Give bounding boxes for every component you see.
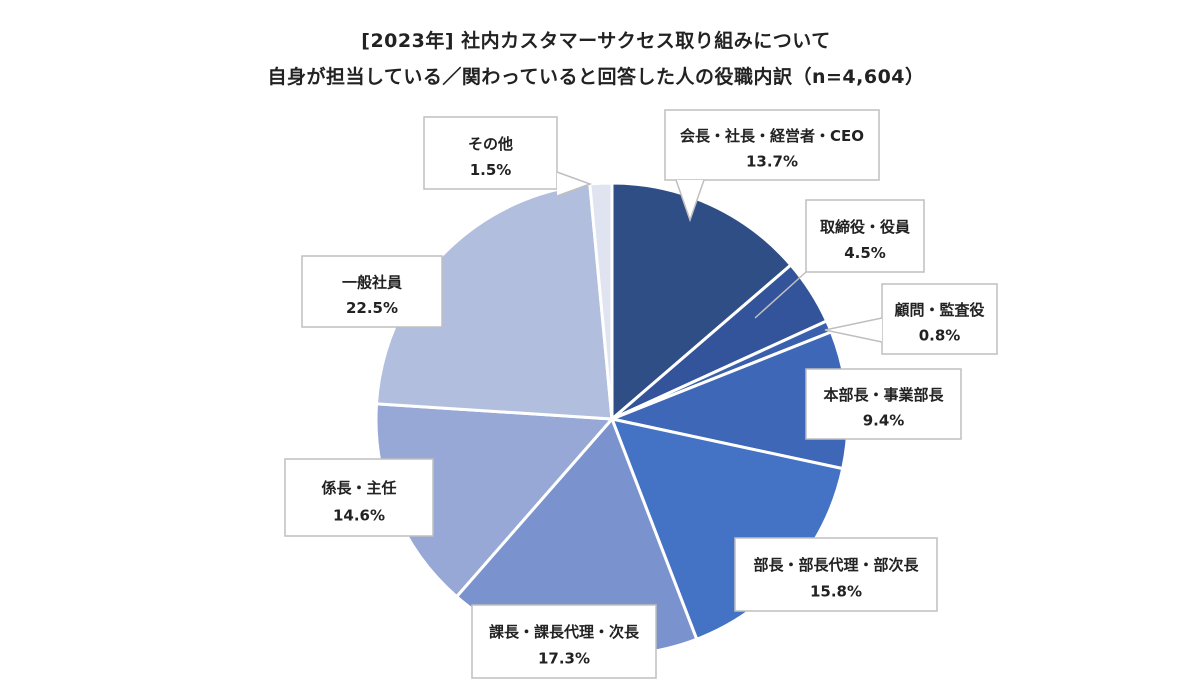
callout-pointer — [754, 271, 807, 319]
pie-slice — [610, 181, 793, 421]
slice-label: 係長・主任 — [321, 479, 396, 497]
slice-value-label: 9.4% — [863, 411, 905, 429]
callout-box — [423, 116, 558, 190]
pie-callouts: 会長・社長・経営者・CEO 13.7% 取締役・役員 4.5% 顧問・監査役 0.8% 本部… — [284, 109, 998, 679]
slice-label: その他 — [468, 135, 513, 153]
slice-value-label: 14.6% — [333, 506, 385, 524]
slice-value-label: 0.8% — [919, 326, 961, 344]
callout-box — [881, 283, 998, 355]
slice-value-label: 4.5% — [844, 244, 886, 262]
slice-value-label: 1.5% — [470, 161, 512, 179]
slice-label: 部長・部長代理・部次長 — [753, 556, 919, 574]
chart-title: [2023年] 社内カスタマーサクセス取り組みについて — [361, 30, 831, 52]
callout-pointer — [675, 179, 705, 223]
callout-box — [734, 537, 938, 612]
slice-callout: 一般社員 22.5% — [301, 255, 443, 328]
slice-callout: 会長・社長・経営者・CEO 13.7% — [664, 109, 880, 223]
slice-value-label: 22.5% — [346, 299, 398, 317]
slice-label: 取締役・役員 — [820, 218, 910, 236]
slice-callout: 課長・課長代理・次長 17.3% — [471, 604, 657, 679]
slice-callout: 本部長・事業部長 9.4% — [805, 368, 962, 440]
chart-subtitle: 自身が担当している／関わっていると回答した人の役職内訳（n=4,604） — [267, 66, 925, 88]
slice-callout: 係長・主任 14.6% — [284, 458, 434, 537]
slice-callout: その他 1.5% — [423, 116, 593, 197]
slice-label: 一般社員 — [342, 273, 402, 291]
slice-label: 顧問・監査役 — [894, 301, 984, 319]
slice-value-label: 17.3% — [538, 650, 590, 668]
slice-value-label: 15.8% — [810, 583, 862, 601]
pie-slice — [374, 182, 614, 421]
callout-box — [805, 368, 962, 440]
slice-value-label: 13.7% — [746, 152, 798, 170]
slice-label: 課長・課長代理・次長 — [489, 623, 640, 641]
slice-label: 本部長・事業部長 — [823, 386, 944, 404]
callout-pointer — [824, 317, 883, 343]
slice-callout: 部長・部長代理・部次長 15.8% — [734, 537, 938, 612]
callout-box — [284, 458, 434, 537]
callout-box — [664, 109, 880, 181]
callout-box — [471, 604, 657, 679]
slice-callout: 取締役・役員 4.5% — [754, 199, 925, 319]
callout-pointer — [556, 171, 593, 197]
callout-box — [301, 255, 443, 328]
slice-label: 会長・社長・経営者・CEO — [680, 127, 864, 145]
slice-callout: 顧問・監査役 0.8% — [824, 283, 998, 355]
callout-box — [805, 199, 925, 273]
